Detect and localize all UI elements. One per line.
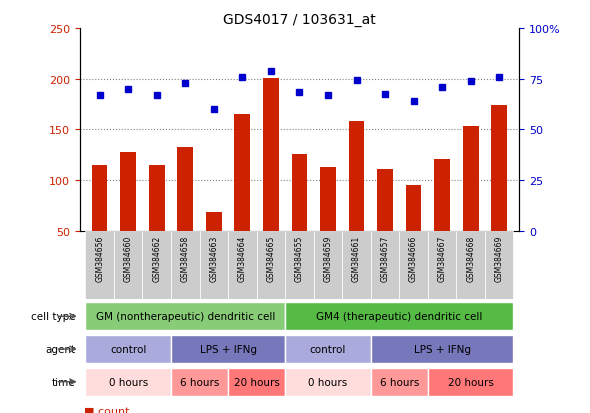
Text: LPS + IFNg: LPS + IFNg — [414, 344, 471, 354]
Text: GSM384665: GSM384665 — [266, 235, 276, 281]
Text: 20 hours: 20 hours — [234, 377, 280, 387]
Text: 0 hours: 0 hours — [309, 377, 348, 387]
Bar — [399, 231, 428, 299]
Text: GSM384655: GSM384655 — [295, 235, 304, 281]
Bar — [371, 231, 399, 299]
Bar — [371, 335, 513, 363]
Text: GM (nontherapeutic) dendritic cell: GM (nontherapeutic) dendritic cell — [96, 311, 275, 322]
Bar — [86, 303, 285, 330]
Bar — [171, 231, 199, 299]
Text: GSM384668: GSM384668 — [466, 235, 475, 281]
Bar — [149, 166, 165, 231]
Bar — [86, 231, 114, 299]
Text: control: control — [310, 344, 346, 354]
Text: 6 hours: 6 hours — [379, 377, 419, 387]
Bar — [285, 368, 371, 396]
Bar — [349, 122, 365, 231]
Text: ■ count: ■ count — [84, 406, 130, 413]
Bar — [285, 303, 513, 330]
Text: GSM384660: GSM384660 — [124, 235, 133, 281]
Bar — [285, 231, 314, 299]
Bar — [92, 166, 107, 231]
Bar — [457, 231, 485, 299]
Bar — [178, 147, 193, 231]
Bar — [428, 231, 457, 299]
Text: GSM384663: GSM384663 — [209, 235, 218, 281]
Text: control: control — [110, 344, 146, 354]
Text: LPS + IFNg: LPS + IFNg — [199, 344, 257, 354]
Bar — [86, 335, 171, 363]
Bar — [463, 127, 478, 231]
Bar — [406, 186, 421, 231]
Text: GM4 (therapeutic) dendritic cell: GM4 (therapeutic) dendritic cell — [316, 311, 483, 322]
Bar — [228, 368, 285, 396]
Bar — [428, 368, 513, 396]
Bar — [320, 168, 336, 231]
Bar — [257, 231, 285, 299]
Bar — [285, 335, 371, 363]
Text: 0 hours: 0 hours — [109, 377, 148, 387]
Text: GSM384666: GSM384666 — [409, 235, 418, 281]
Bar — [171, 335, 285, 363]
Text: cell type: cell type — [31, 311, 76, 322]
Text: agent: agent — [45, 344, 76, 354]
Bar — [206, 212, 222, 231]
Bar — [263, 78, 278, 231]
Bar — [171, 368, 228, 396]
Text: GSM384667: GSM384667 — [438, 235, 447, 281]
Text: 20 hours: 20 hours — [448, 377, 494, 387]
Bar — [86, 368, 171, 396]
Text: 6 hours: 6 hours — [180, 377, 219, 387]
Bar — [142, 231, 171, 299]
Text: GSM384659: GSM384659 — [323, 235, 333, 281]
Bar — [234, 115, 250, 231]
Bar — [342, 231, 371, 299]
Text: GSM384661: GSM384661 — [352, 235, 361, 281]
Text: GSM384669: GSM384669 — [495, 235, 504, 281]
Text: GSM384664: GSM384664 — [238, 235, 247, 281]
Bar — [377, 170, 393, 231]
Text: time: time — [52, 377, 76, 387]
Bar — [120, 152, 136, 231]
Bar — [228, 231, 257, 299]
Bar — [199, 231, 228, 299]
Text: GSM384658: GSM384658 — [181, 235, 190, 281]
Bar — [434, 159, 450, 231]
Text: GSM384656: GSM384656 — [95, 235, 104, 281]
Bar — [491, 106, 507, 231]
Bar — [314, 231, 342, 299]
Title: GDS4017 / 103631_at: GDS4017 / 103631_at — [223, 12, 376, 26]
Bar — [114, 231, 142, 299]
Bar — [291, 154, 307, 231]
Text: GSM384662: GSM384662 — [152, 235, 161, 281]
Text: GSM384657: GSM384657 — [381, 235, 389, 281]
Bar — [371, 368, 428, 396]
Bar — [485, 231, 513, 299]
